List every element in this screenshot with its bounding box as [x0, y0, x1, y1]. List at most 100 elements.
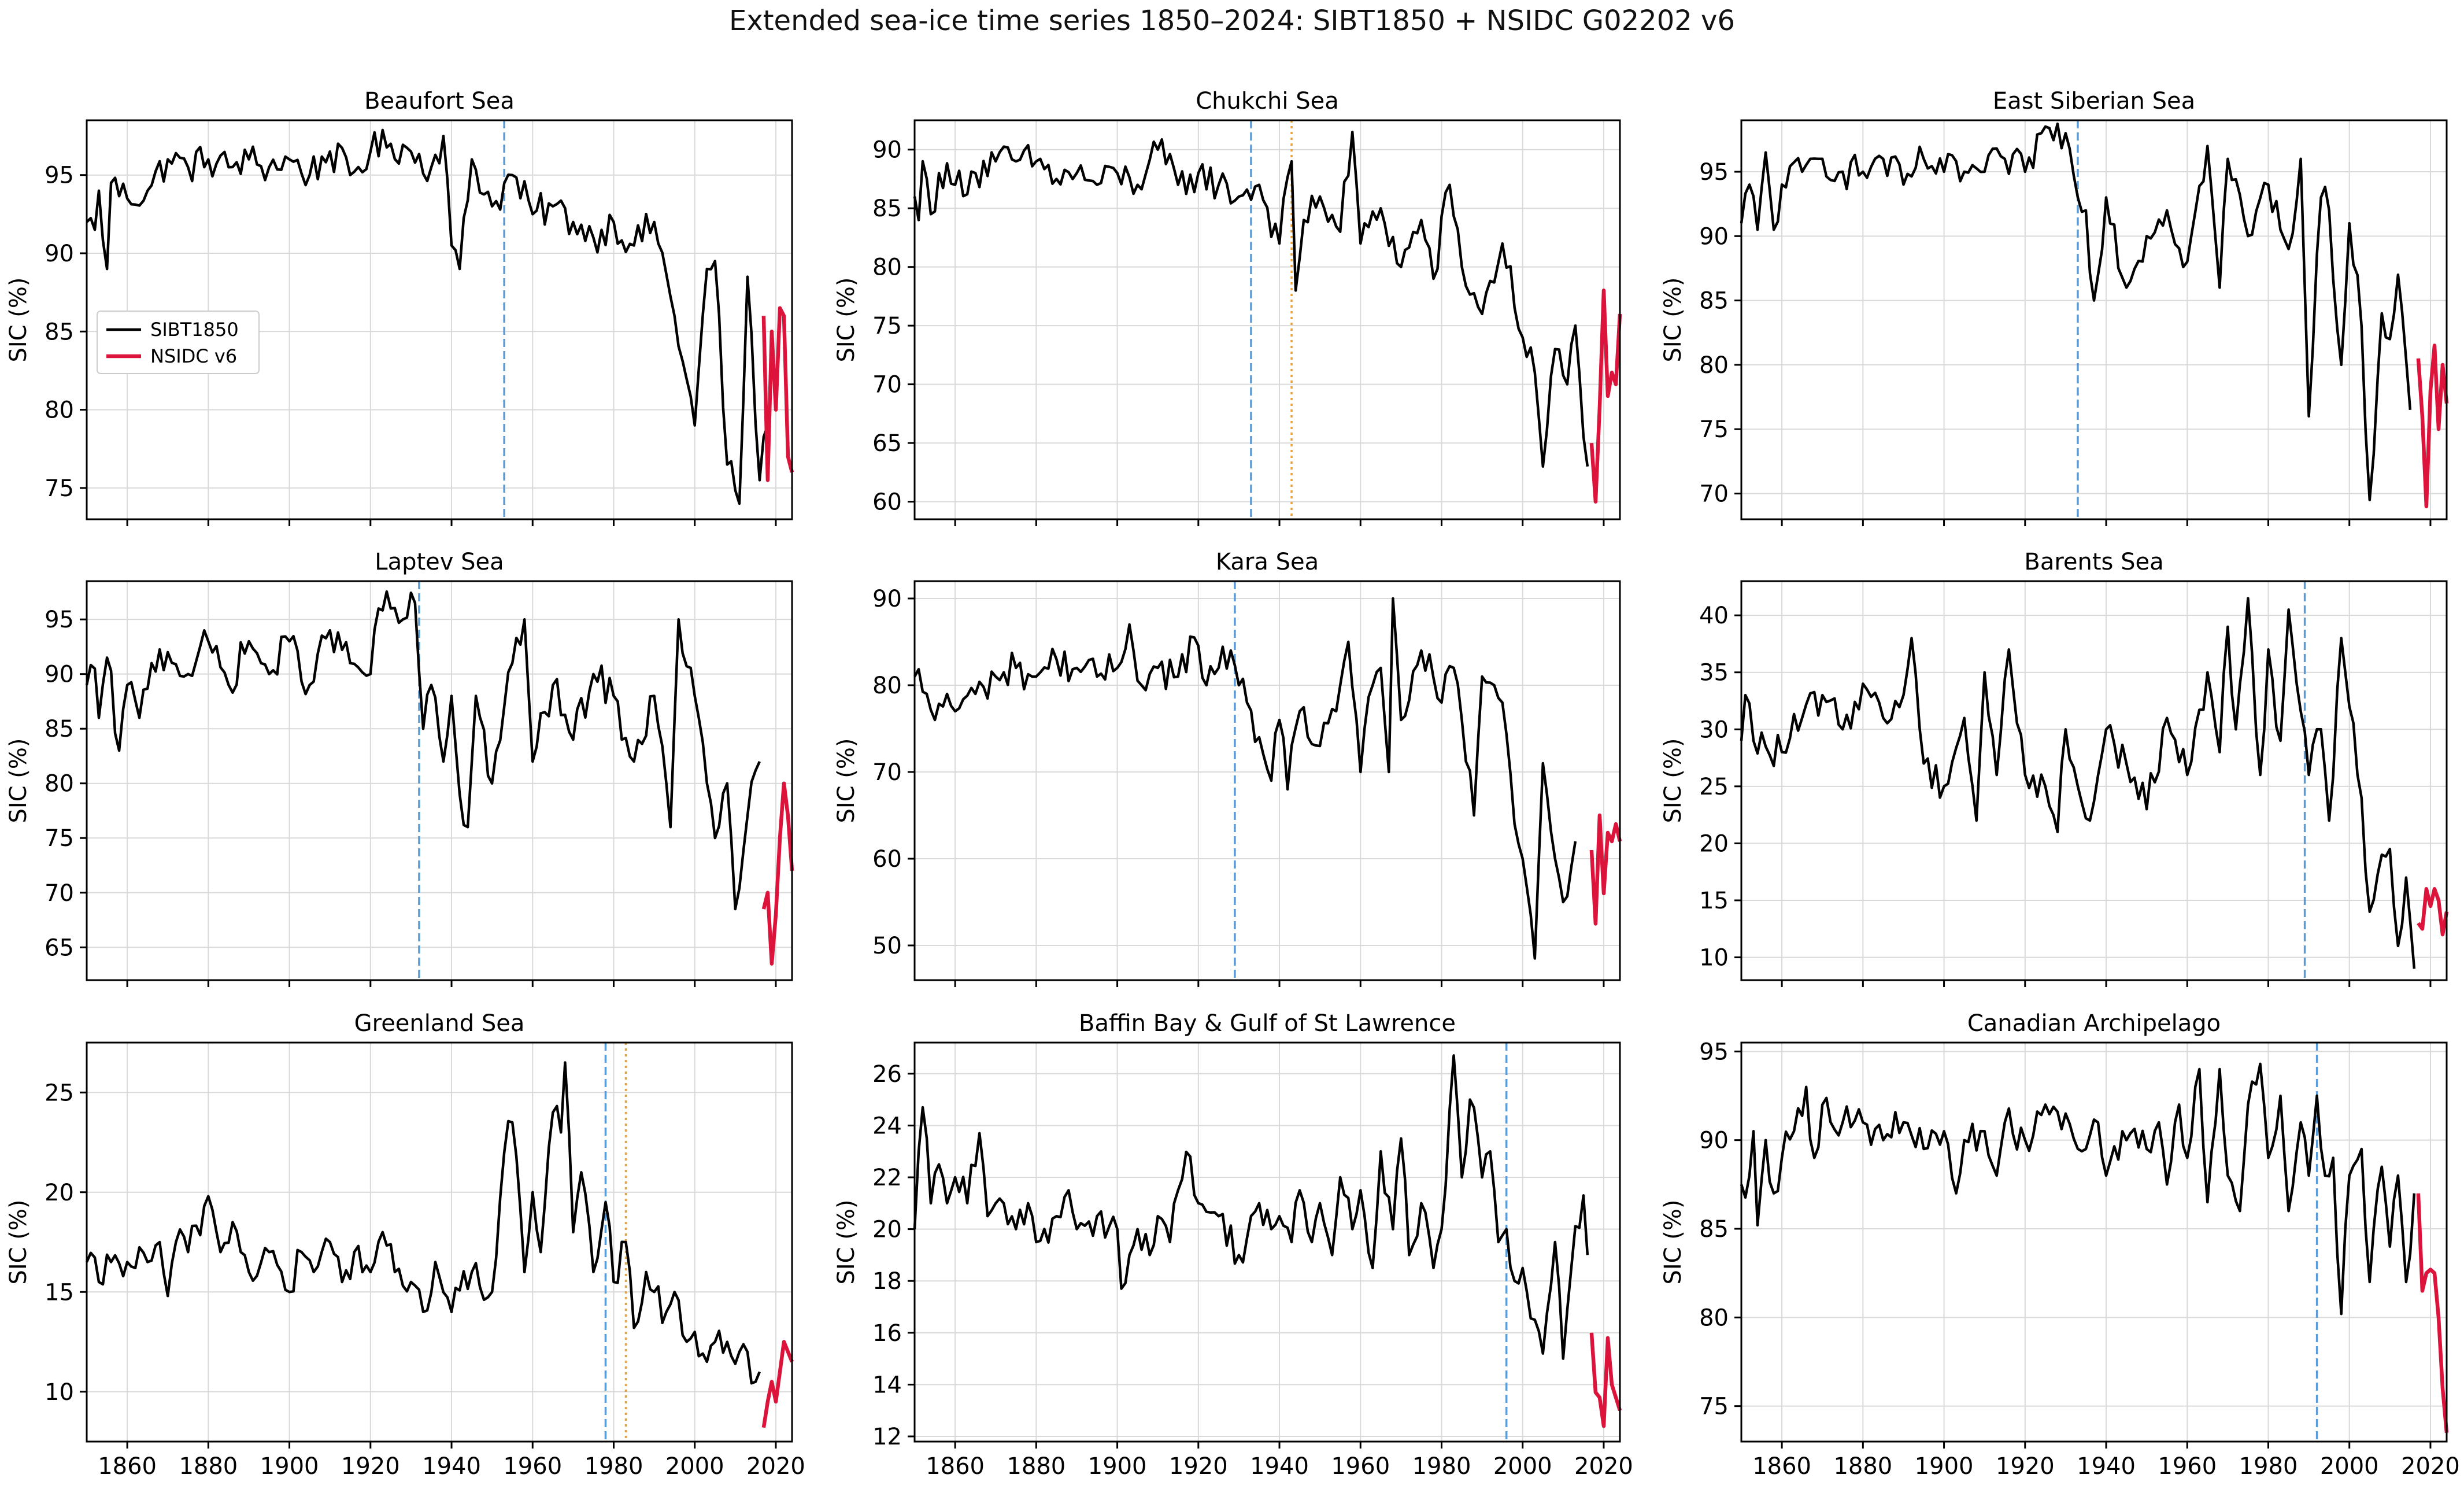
x-tick-label: 1920: [1996, 1453, 2055, 1480]
y-tick-label: 75: [872, 313, 902, 339]
panel-greenland-sea: 10 15 20 25 1860 1880 1900 1920 1940 1960 1980 2000…: [5, 1010, 805, 1480]
x-tick-label: 1980: [1412, 1453, 1471, 1480]
axes-frame: [1740, 1041, 2448, 1443]
y-axis-label: SIC (%): [5, 1199, 32, 1284]
panel-title: Barents Sea: [2024, 549, 2163, 575]
y-tick-label: 50: [872, 933, 902, 959]
panel-chukchi-sea: 60 65 70 75 80 85 90 Chukchi Sea SIC (%): [833, 88, 1622, 526]
y-tick-label: 35: [1699, 660, 1729, 686]
figure-title: Extended sea-ice time series 1850–2024: …: [729, 5, 1735, 37]
y-tick-label: 75: [45, 475, 74, 502]
axes-frame: [86, 580, 793, 981]
x-tick-label: 1860: [98, 1453, 157, 1480]
axes-frame: [913, 580, 1621, 981]
y-tick-label: 85: [45, 716, 74, 742]
y-axis-label: SIC (%): [833, 738, 860, 823]
y-tick-label: 85: [45, 319, 74, 345]
y-tick-label: 22: [872, 1165, 902, 1191]
series-line-sibt1850: [1740, 1062, 2416, 1316]
y-tick-label: 26: [872, 1061, 902, 1088]
series-line-nsidc-v6: [1589, 813, 1622, 926]
x-tick-label: 1880: [1007, 1453, 1065, 1480]
y-tick-label: 20: [45, 1180, 74, 1206]
axes-frame: [1740, 580, 2448, 981]
series-line-nsidc-v6: [761, 781, 794, 966]
y-tick-label: 25: [45, 1080, 74, 1106]
y-tick-label: 70: [872, 759, 902, 786]
y-tick-label: 25: [1699, 774, 1729, 800]
y-tick-label: 20: [872, 1217, 902, 1243]
panel-baffin-bay-gulf-of-st-lawrence: 12 14 16 18 20 22 24 26 1860 1880 1900 1920 1940 1960…: [833, 1010, 1633, 1480]
series-line-nsidc-v6: [2417, 887, 2449, 937]
y-tick-label: 95: [1699, 1039, 1729, 1065]
y-tick-label: 95: [45, 162, 74, 189]
x-tick-label: 1960: [503, 1453, 562, 1480]
x-tick-label: 1900: [1915, 1453, 1974, 1480]
y-tick-label: 95: [1699, 159, 1729, 186]
y-tick-label: 80: [872, 673, 902, 699]
panel-title: Greenland Sea: [354, 1010, 525, 1037]
y-tick-label: 75: [1699, 1394, 1729, 1420]
x-tick-label: 1960: [2158, 1453, 2217, 1480]
series-line-nsidc-v6: [2416, 1193, 2449, 1433]
y-tick-label: 18: [872, 1268, 902, 1295]
y-tick-label: 90: [45, 662, 74, 688]
y-axis-label: SIC (%): [5, 277, 32, 362]
y-tick-label: 95: [45, 607, 74, 633]
y-tick-label: 40: [1699, 603, 1729, 629]
panel-title: Canadian Archipelago: [1967, 1010, 2221, 1037]
x-tick-label: 1980: [2239, 1453, 2298, 1480]
y-tick-label: 70: [45, 880, 74, 907]
series-line-sibt1850: [913, 1054, 1589, 1360]
y-tick-label: 75: [1699, 416, 1729, 443]
y-tick-label: 65: [45, 934, 74, 961]
series-line-sibt1850: [1740, 122, 2412, 501]
y-axis-label: SIC (%): [1660, 277, 1686, 362]
y-tick-label: 60: [872, 846, 902, 873]
series-line-nsidc-v6: [1589, 289, 1622, 504]
y-tick-label: 80: [45, 771, 74, 797]
x-tick-label: 1960: [1331, 1453, 1390, 1480]
panel-title: Beaufort Sea: [364, 88, 515, 114]
panel-title: Baffin Bay & Gulf of St Lawrence: [1079, 1010, 1456, 1037]
x-tick-label: 1860: [926, 1453, 985, 1480]
y-tick-label: 12: [872, 1424, 902, 1450]
x-tick-label: 2020: [1574, 1453, 1633, 1480]
x-tick-label: 1920: [1169, 1453, 1228, 1480]
y-axis-label: SIC (%): [5, 738, 32, 823]
series-line-nsidc-v6: [761, 306, 794, 482]
legend: SIBT1850 NSIDC v6: [97, 311, 260, 374]
x-tick-label: 1900: [260, 1453, 319, 1480]
panel-barents-sea: 10 15 20 25 30 35 40 Barents Sea SIC (%): [1660, 549, 2449, 987]
y-axis-label: SIC (%): [833, 1199, 860, 1284]
series-line-sibt1850: [85, 1061, 761, 1385]
y-tick-label: 85: [1699, 1216, 1729, 1243]
y-tick-label: 90: [1699, 1128, 1729, 1154]
x-tick-label: 1880: [1833, 1453, 1892, 1480]
y-tick-label: 80: [872, 254, 902, 281]
x-tick-label: 2000: [2320, 1453, 2379, 1480]
panel-canadian-archipelago: 75 80 85 90 95 1860 1880 1900 1920 1940 1960 1980 20…: [1660, 1010, 2460, 1480]
x-tick-label: 1920: [341, 1453, 400, 1480]
series-line-sibt1850: [86, 128, 769, 505]
y-tick-label: 70: [872, 372, 902, 398]
panel-beaufort-sea: 75 80 85 90 95 Beaufort Sea SIC (%): [5, 88, 794, 526]
x-tick-label: 1900: [1088, 1453, 1147, 1480]
y-tick-label: 10: [1699, 945, 1729, 971]
y-tick-label: 60: [872, 489, 902, 516]
y-tick-label: 85: [872, 195, 902, 222]
y-axis-label: SIC (%): [1660, 1199, 1686, 1284]
panel-east-siberian-sea: 70 75 80 85 90 95 East Siberian Sea SIC (%): [1660, 88, 2449, 526]
x-tick-label: 2000: [665, 1453, 724, 1480]
y-tick-label: 75: [45, 825, 74, 852]
y-tick-label: 15: [1699, 888, 1729, 914]
panel-laptev-sea: 65 70 75 80 85 90 95 Laptev Sea SIC (%): [5, 549, 794, 987]
x-tick-label: 2020: [746, 1453, 805, 1480]
y-tick-label: 80: [1699, 1305, 1729, 1331]
x-tick-label: 1980: [584, 1453, 643, 1480]
axes-frame: [913, 1041, 1621, 1443]
y-axis-label: SIC (%): [833, 277, 860, 362]
x-tick-label: 1940: [1250, 1453, 1309, 1480]
